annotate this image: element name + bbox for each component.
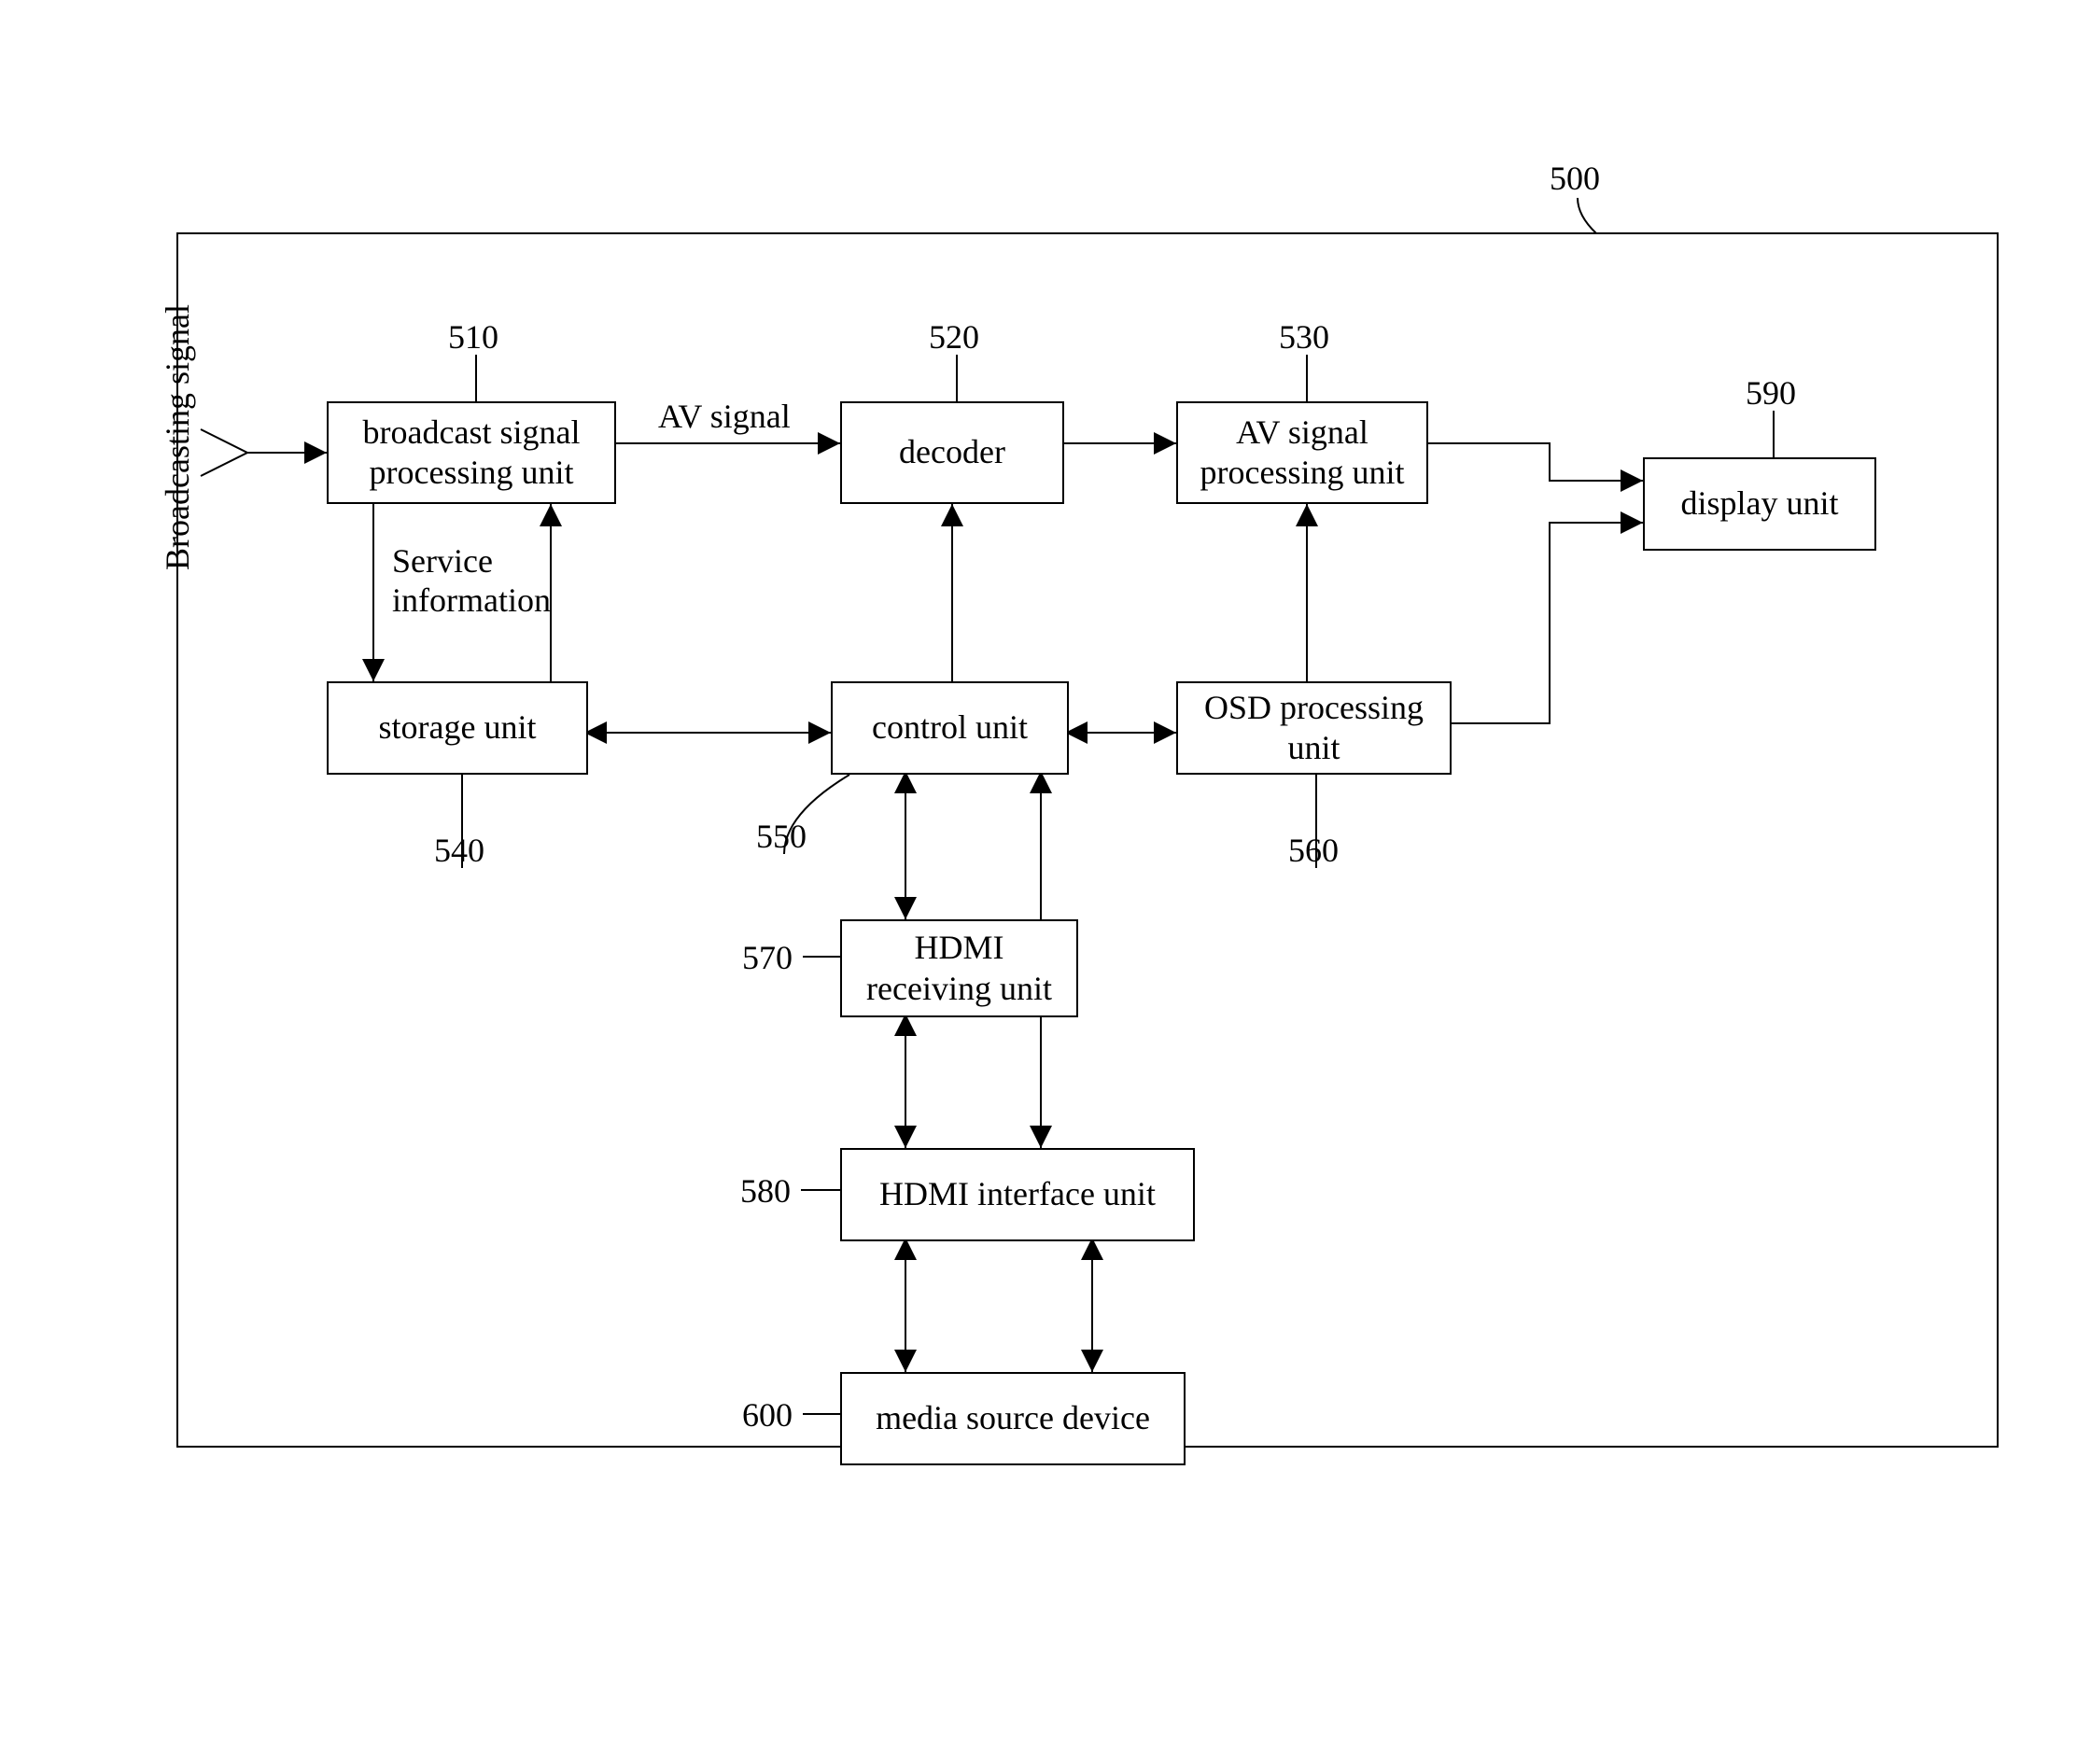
ref-510: 510 bbox=[448, 317, 498, 357]
ref-520: 520 bbox=[929, 317, 979, 357]
edge-label-service_info: Serviceinformation bbox=[392, 541, 551, 620]
ref-540: 540 bbox=[434, 831, 484, 870]
node-n520: decoder bbox=[840, 401, 1064, 504]
node-n590: display unit bbox=[1643, 457, 1876, 551]
ref-560: 560 bbox=[1288, 831, 1339, 870]
block-diagram: Broadcasting signal broadcast signalproc… bbox=[19, 19, 2072, 1745]
node-label-n570: HDMIreceiving unit bbox=[866, 928, 1052, 1008]
node-n580: HDMI interface unit bbox=[840, 1148, 1195, 1241]
node-n540: storage unit bbox=[327, 681, 588, 775]
edge-label-av_signal: AV signal bbox=[658, 397, 791, 436]
node-n530: AV signalprocessing unit bbox=[1176, 401, 1428, 504]
node-n550: control unit bbox=[831, 681, 1069, 775]
ref-600: 600 bbox=[742, 1395, 793, 1435]
ref-580: 580 bbox=[740, 1171, 791, 1211]
ref-500: 500 bbox=[1550, 159, 1600, 198]
ref-550: 550 bbox=[756, 817, 807, 856]
input-signal-label: Broadcasting signal bbox=[158, 290, 197, 570]
node-label-n580: HDMI interface unit bbox=[879, 1174, 1156, 1214]
node-label-n560: OSD processingunit bbox=[1204, 688, 1424, 768]
node-n570: HDMIreceiving unit bbox=[840, 919, 1078, 1017]
ref-570: 570 bbox=[742, 938, 793, 977]
node-label-n510: broadcast signalprocessing unit bbox=[363, 413, 581, 493]
ref-590: 590 bbox=[1746, 373, 1796, 413]
node-label-n590: display unit bbox=[1681, 483, 1839, 524]
node-label-n530: AV signalprocessing unit bbox=[1200, 413, 1405, 493]
node-n600: media source device bbox=[840, 1372, 1186, 1465]
node-label-n550: control unit bbox=[872, 707, 1028, 748]
node-label-n540: storage unit bbox=[379, 707, 537, 748]
diagram-svg bbox=[19, 19, 2072, 1745]
node-label-n520: decoder bbox=[899, 432, 1005, 472]
ref-530: 530 bbox=[1279, 317, 1329, 357]
node-label-n600: media source device bbox=[876, 1398, 1150, 1438]
node-n560: OSD processingunit bbox=[1176, 681, 1452, 775]
node-n510: broadcast signalprocessing unit bbox=[327, 401, 616, 504]
